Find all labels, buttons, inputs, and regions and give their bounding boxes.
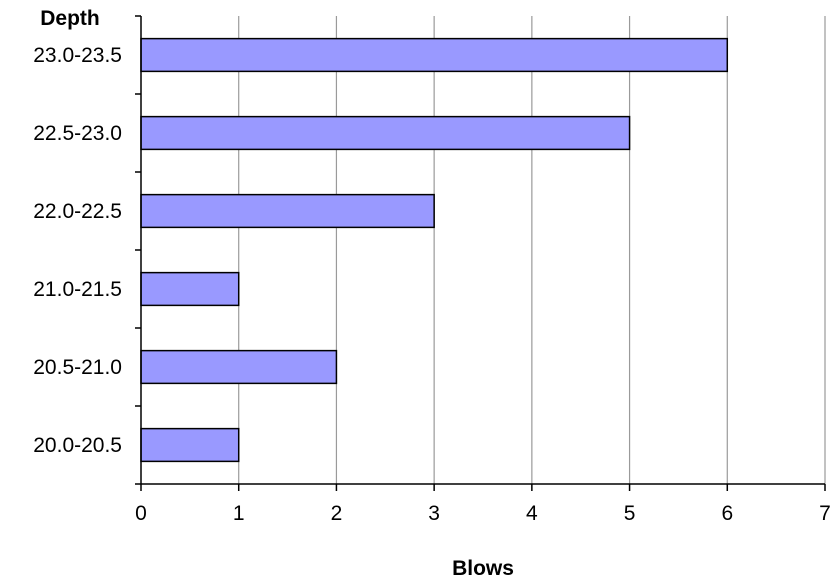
y-tick-label: 22.5-23.0 bbox=[33, 122, 122, 145]
x-tick-label: 1 bbox=[233, 502, 245, 525]
y-ticks bbox=[135, 15, 141, 485]
y-tick-label: 20.0-20.5 bbox=[33, 434, 122, 457]
y-tick-label: 23.0-23.5 bbox=[33, 44, 122, 67]
y-tick-label: 20.5-21.0 bbox=[33, 356, 122, 379]
x-ticks bbox=[140, 484, 826, 491]
x-tick-label: 0 bbox=[135, 502, 147, 525]
bar bbox=[140, 37, 729, 73]
x-tick-label: 6 bbox=[721, 502, 733, 525]
bar bbox=[140, 193, 435, 229]
x-tick-label: 3 bbox=[428, 502, 440, 525]
x-tick-label: 4 bbox=[526, 502, 538, 525]
y-tick-labels: 23.0-23.5 22.5-23.0 22.0-22.5 21.0-21.5 20.5… bbox=[33, 44, 122, 457]
y-tick-label: 21.0-21.5 bbox=[33, 278, 122, 301]
x-tick-label: 7 bbox=[819, 502, 831, 525]
bar bbox=[140, 271, 240, 307]
bar bbox=[140, 349, 338, 385]
x-tick-label: 5 bbox=[624, 502, 636, 525]
x-tick-labels: 0 1 2 3 4 5 6 7 bbox=[135, 502, 831, 525]
y-axis-title: Depth bbox=[40, 7, 100, 30]
bars bbox=[140, 37, 729, 463]
bar bbox=[140, 427, 240, 463]
y-tick-label: 22.0-22.5 bbox=[33, 200, 122, 223]
gridlines bbox=[238, 16, 826, 484]
x-tick-label: 2 bbox=[331, 502, 343, 525]
axes bbox=[140, 16, 825, 485]
bar bbox=[140, 115, 631, 151]
x-axis-title: Blows bbox=[452, 557, 514, 580]
